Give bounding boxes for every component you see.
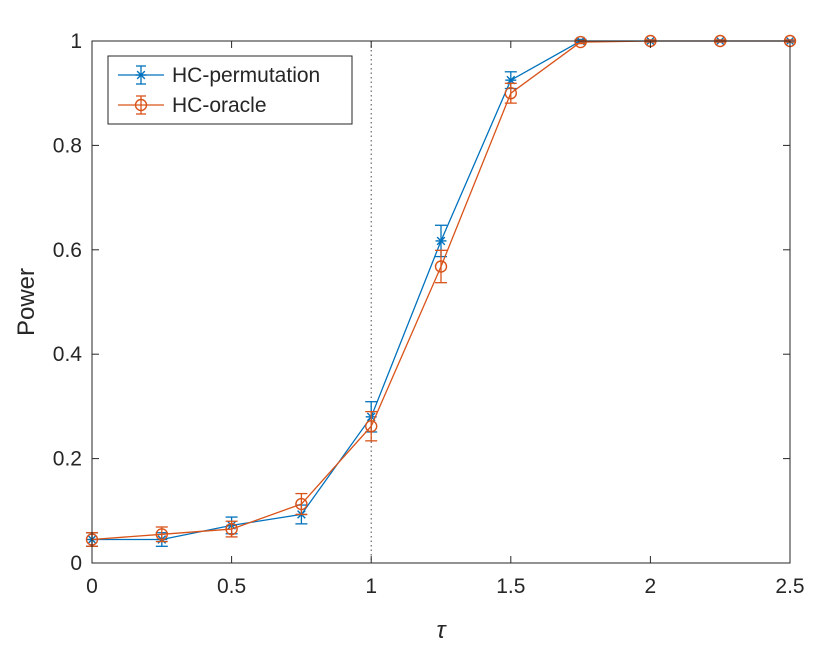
circle-marker — [134, 98, 148, 112]
data-point — [365, 420, 378, 433]
x-tick-label: 0 — [86, 575, 98, 598]
circle-marker — [434, 260, 448, 273]
circle-marker — [365, 420, 378, 433]
legend-entry: HC-oracle — [118, 94, 267, 117]
data-point — [504, 86, 517, 100]
x-axis-label: τ — [437, 617, 448, 644]
axes-box — [91, 40, 791, 564]
x-tick-label: 1 — [365, 575, 377, 598]
data-point — [435, 236, 447, 246]
data-point — [155, 528, 169, 541]
y-tick-label: 0.4 — [53, 343, 83, 366]
circle-marker — [295, 497, 308, 511]
y-tick-label: 0.8 — [53, 134, 82, 157]
legend-label: HC-oracle — [172, 94, 267, 117]
data-point — [434, 260, 448, 273]
x-tick-label: 2 — [645, 575, 657, 598]
y-tick-label: 0 — [70, 552, 82, 575]
circle-marker — [504, 86, 517, 100]
axes-layer — [91, 40, 791, 564]
ticks-layer: 0 0.5 1 1.5 2 2.5 0 0.2 0.4 0.6 0.8 1 — [53, 30, 805, 598]
legend-label: HC-permutation — [172, 64, 320, 87]
legend-entry: HC-permutation — [118, 64, 320, 87]
y-tick-label: 0.6 — [53, 239, 82, 262]
legend-box — [107, 55, 353, 125]
y-tick-label: 0.2 — [53, 448, 82, 471]
plot-area — [92, 41, 790, 563]
data-point — [295, 497, 308, 511]
x-tick-label: 2.5 — [775, 575, 804, 598]
data-point — [225, 522, 238, 536]
x-tick-label: 1.5 — [496, 575, 525, 598]
data-point — [134, 98, 148, 112]
x-tick-label: 0.5 — [217, 575, 246, 598]
data-point — [135, 70, 147, 80]
circle-marker — [574, 35, 587, 49]
data-point — [574, 35, 587, 49]
asterisk-marker — [136, 70, 146, 80]
circle-marker — [155, 528, 169, 541]
circle-marker — [225, 522, 238, 536]
asterisk-marker — [436, 236, 446, 246]
plot-background — [92, 41, 790, 563]
y-tick-label: 1 — [70, 30, 82, 53]
y-axis-label: Power — [13, 268, 40, 336]
legend: HC-permutation HC-oracle — [107, 55, 353, 125]
